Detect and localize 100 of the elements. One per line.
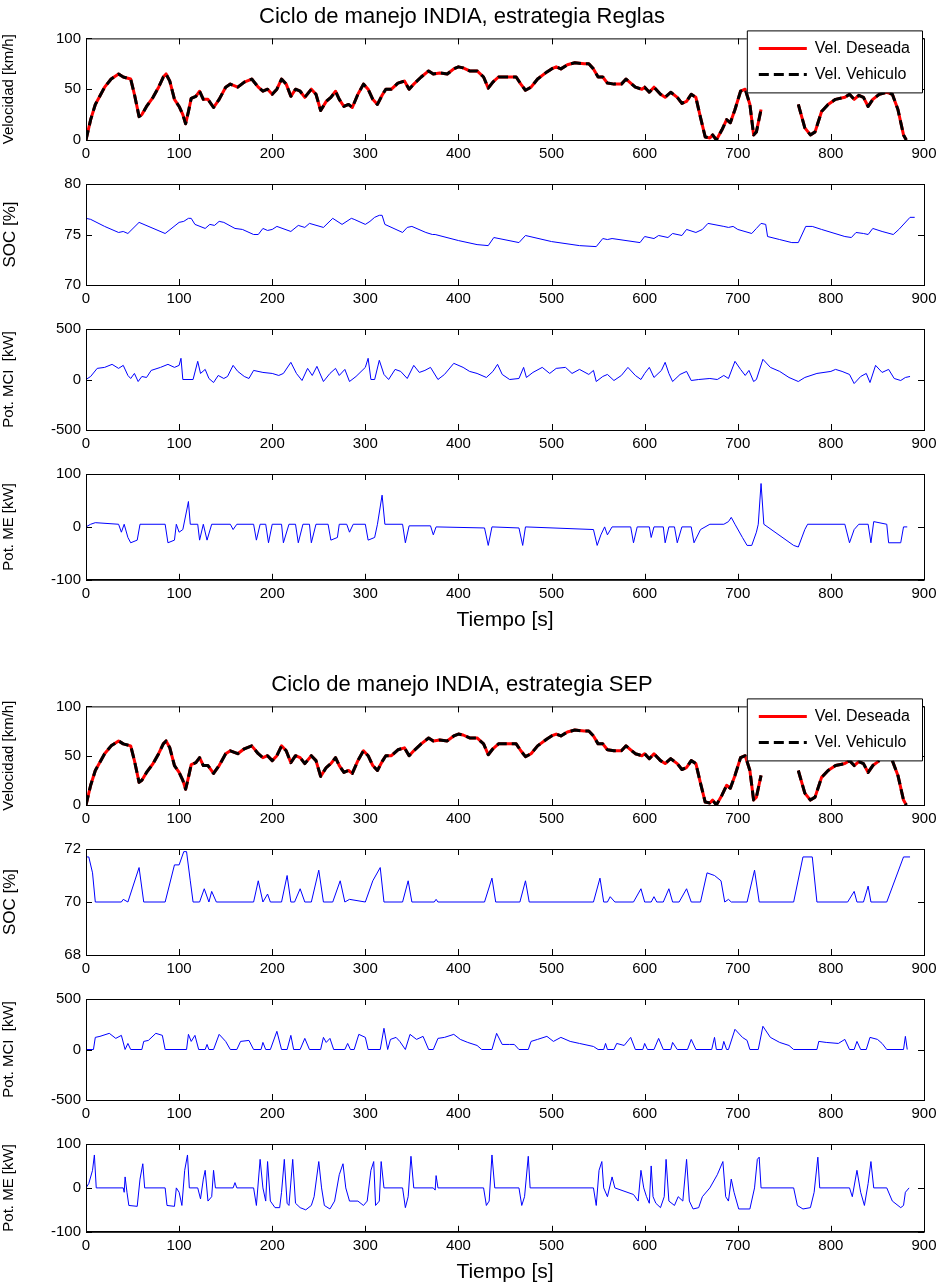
- x-tick-label: 800: [818, 144, 844, 162]
- legend-label: Vel. Deseada: [814, 706, 911, 724]
- x-tick-label: 500: [539, 434, 565, 452]
- y-tick-label: 80: [64, 174, 81, 192]
- y-tick-label: 0: [72, 1039, 81, 1057]
- y-tick-label: 50: [64, 745, 81, 763]
- x-tick-label: 600: [632, 1104, 658, 1122]
- x-tick-label: 500: [539, 809, 565, 827]
- x-tick-label: 600: [632, 809, 658, 827]
- x-tick-label: 300: [352, 144, 378, 162]
- x-tick-label: 700: [725, 1235, 751, 1253]
- y-axis-title: SOC [%]: [0, 201, 19, 268]
- x-tick-label: 900: [911, 1235, 937, 1253]
- x-axis-title: Tiempo [s]: [456, 1259, 554, 1283]
- y-tick-label: 500: [55, 989, 81, 1007]
- x-tick-label: 400: [445, 583, 471, 601]
- y-axis-title: Velocidad [km/h]: [0, 34, 17, 145]
- x-tick-label: 200: [259, 583, 285, 601]
- x-tick-label: 400: [445, 1104, 471, 1122]
- x-tick-label: 500: [539, 1104, 565, 1122]
- x-tick-label: 300: [352, 1235, 378, 1253]
- y-tick-label: 0: [72, 517, 81, 535]
- x-tick-label: 600: [632, 144, 658, 162]
- y-tick-label: 100: [55, 28, 81, 46]
- x-tick-label: 900: [911, 289, 937, 307]
- y-tick-label: 75: [64, 224, 81, 242]
- x-tick-label: 400: [445, 289, 471, 307]
- x-tick-label: 600: [632, 289, 658, 307]
- x-tick-label: 100: [166, 583, 192, 601]
- x-axis-title: Tiempo [s]: [456, 607, 554, 631]
- x-tick-label: 600: [632, 434, 658, 452]
- y-axis-title: Velocidad [km/h]: [0, 700, 17, 811]
- x-tick-label: 100: [166, 144, 192, 162]
- x-tick-label: 100: [166, 289, 192, 307]
- x-tick-label: 400: [445, 809, 471, 827]
- legend-label: Vel. Deseada: [814, 38, 911, 56]
- x-tick-label: 100: [166, 1235, 192, 1253]
- y-axis-title: SOC [%]: [0, 868, 19, 936]
- x-tick-label: 200: [259, 959, 285, 977]
- x-tick-label: 100: [166, 1104, 192, 1122]
- x-tick-label: 900: [911, 144, 937, 162]
- y-tick-label: 100: [55, 464, 81, 482]
- x-tick-label: 700: [725, 144, 751, 162]
- x-tick-label: 500: [539, 144, 565, 162]
- x-tick-label: 500: [539, 1235, 565, 1253]
- x-tick-label: 800: [818, 1235, 844, 1253]
- x-tick-label: 700: [725, 1104, 751, 1122]
- y-tick-label: 100: [55, 696, 81, 714]
- y-tick-label: 500: [55, 319, 81, 337]
- x-tick-label: 400: [445, 144, 471, 162]
- x-tick-label: 200: [259, 144, 285, 162]
- chart-title: Ciclo de manejo INDIA, estrategia Reglas: [259, 3, 665, 29]
- x-tick-label: 800: [818, 289, 844, 307]
- x-tick-label: 900: [911, 583, 937, 601]
- y-tick-label: 0: [72, 795, 81, 813]
- x-tick-label: 700: [725, 809, 751, 827]
- y-tick-label: 0: [72, 130, 81, 148]
- x-tick-label: 900: [911, 959, 937, 977]
- y-tick-label: 0: [72, 369, 81, 387]
- x-tick-label: 700: [725, 959, 751, 977]
- x-tick-label: 400: [445, 1235, 471, 1253]
- y-tick-label: 50: [64, 79, 81, 97]
- y-axis-title: Pot. MCI [kW]: [0, 331, 17, 428]
- x-tick-label: 700: [725, 583, 751, 601]
- x-tick-label: 400: [445, 434, 471, 452]
- y-tick-label: -100: [50, 1221, 81, 1239]
- y-tick-label: 70: [64, 275, 81, 293]
- x-tick-label: 900: [911, 1104, 937, 1122]
- x-tick-label: 100: [166, 434, 192, 452]
- y-axis-title: Pot. ME [kW]: [0, 483, 17, 571]
- x-tick-label: 700: [725, 289, 751, 307]
- y-tick-label: 72: [64, 839, 81, 857]
- x-tick-label: 700: [725, 434, 751, 452]
- y-tick-label: 100: [55, 1134, 81, 1152]
- x-tick-label: 100: [166, 959, 192, 977]
- x-tick-label: 500: [539, 583, 565, 601]
- y-axis-title: Pot. MCI [kW]: [0, 1001, 17, 1098]
- x-tick-label: 800: [818, 809, 844, 827]
- y-tick-label: 0: [72, 1178, 81, 1196]
- x-tick-label: 600: [632, 583, 658, 601]
- x-tick-label: 600: [632, 1235, 658, 1253]
- y-tick-label: 68: [64, 945, 81, 963]
- y-tick-label: 70: [64, 892, 81, 910]
- x-tick-label: 800: [818, 1104, 844, 1122]
- x-tick-label: 200: [259, 809, 285, 827]
- x-tick-label: 100: [166, 809, 192, 827]
- x-tick-label: 300: [352, 434, 378, 452]
- x-tick-label: 300: [352, 1104, 378, 1122]
- x-tick-label: 400: [445, 959, 471, 977]
- x-tick-label: 800: [818, 583, 844, 601]
- x-tick-label: 800: [818, 434, 844, 452]
- y-tick-label: -100: [50, 569, 81, 587]
- x-tick-label: 900: [911, 434, 937, 452]
- x-tick-label: 500: [539, 289, 565, 307]
- x-tick-label: 200: [259, 1104, 285, 1122]
- x-tick-label: 200: [259, 289, 285, 307]
- x-tick-label: 900: [911, 809, 937, 827]
- x-tick-label: 600: [632, 959, 658, 977]
- y-tick-label: -500: [50, 420, 81, 438]
- y-tick-label: -500: [50, 1090, 81, 1108]
